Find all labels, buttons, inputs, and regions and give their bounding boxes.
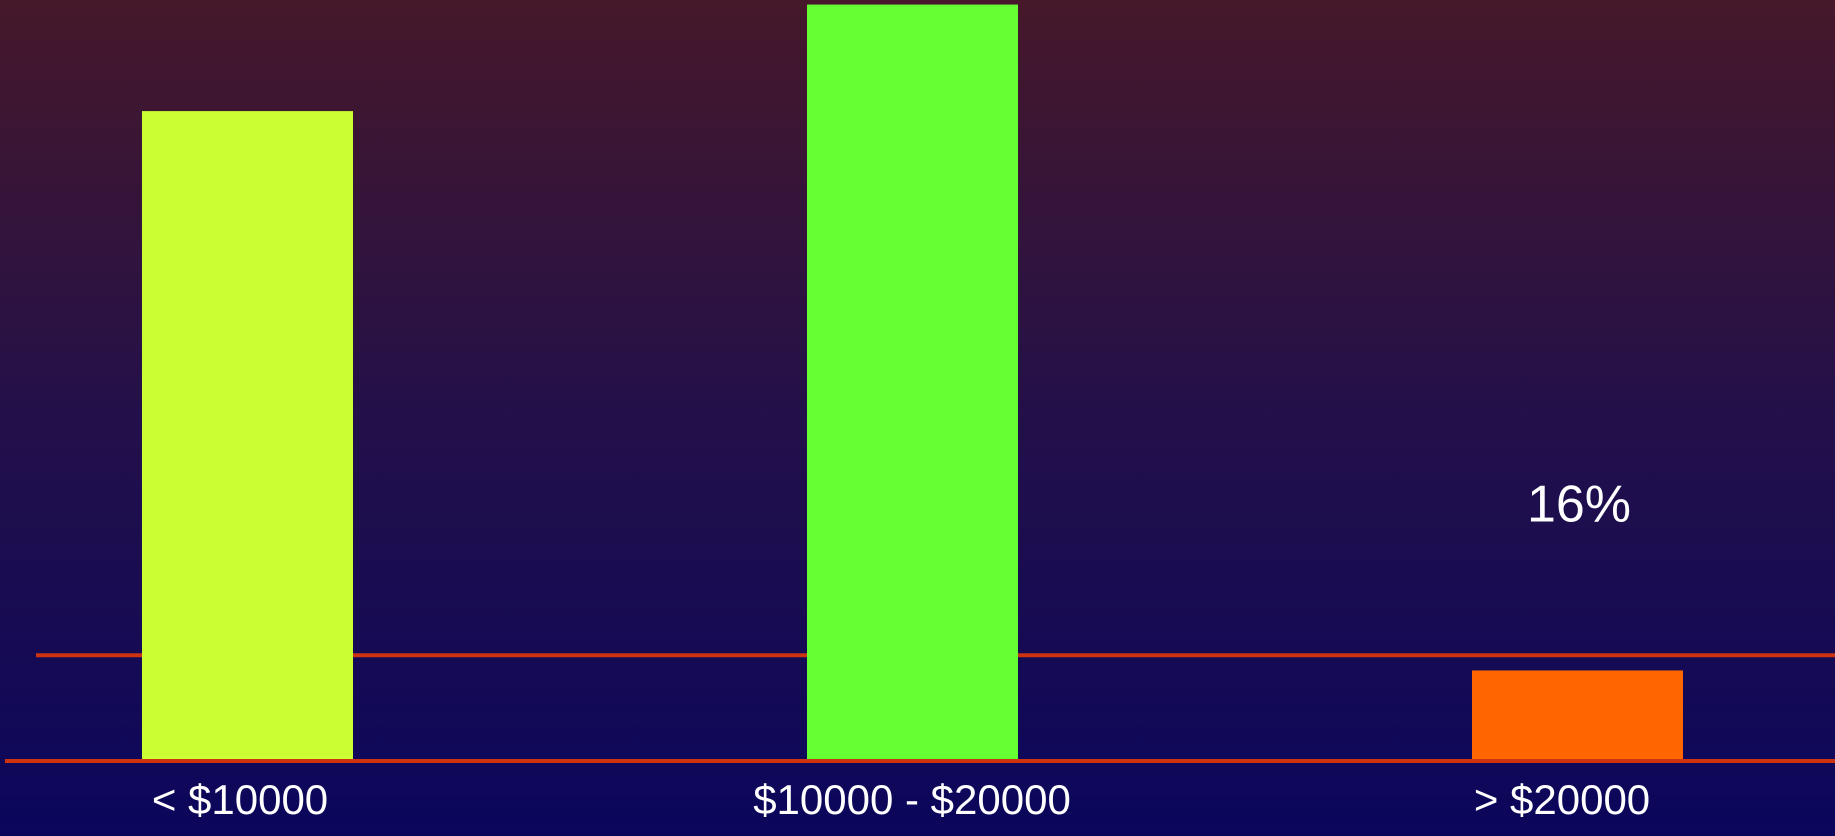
x-tick-label: < $10000 <box>152 776 328 823</box>
x-tick-label: > $20000 <box>1474 776 1650 823</box>
bar <box>142 111 353 761</box>
bar <box>1472 670 1683 761</box>
x-tick-label: $10000 - $20000 <box>753 776 1071 823</box>
bar <box>807 4 1018 762</box>
annotation: 16% <box>1527 476 1631 534</box>
